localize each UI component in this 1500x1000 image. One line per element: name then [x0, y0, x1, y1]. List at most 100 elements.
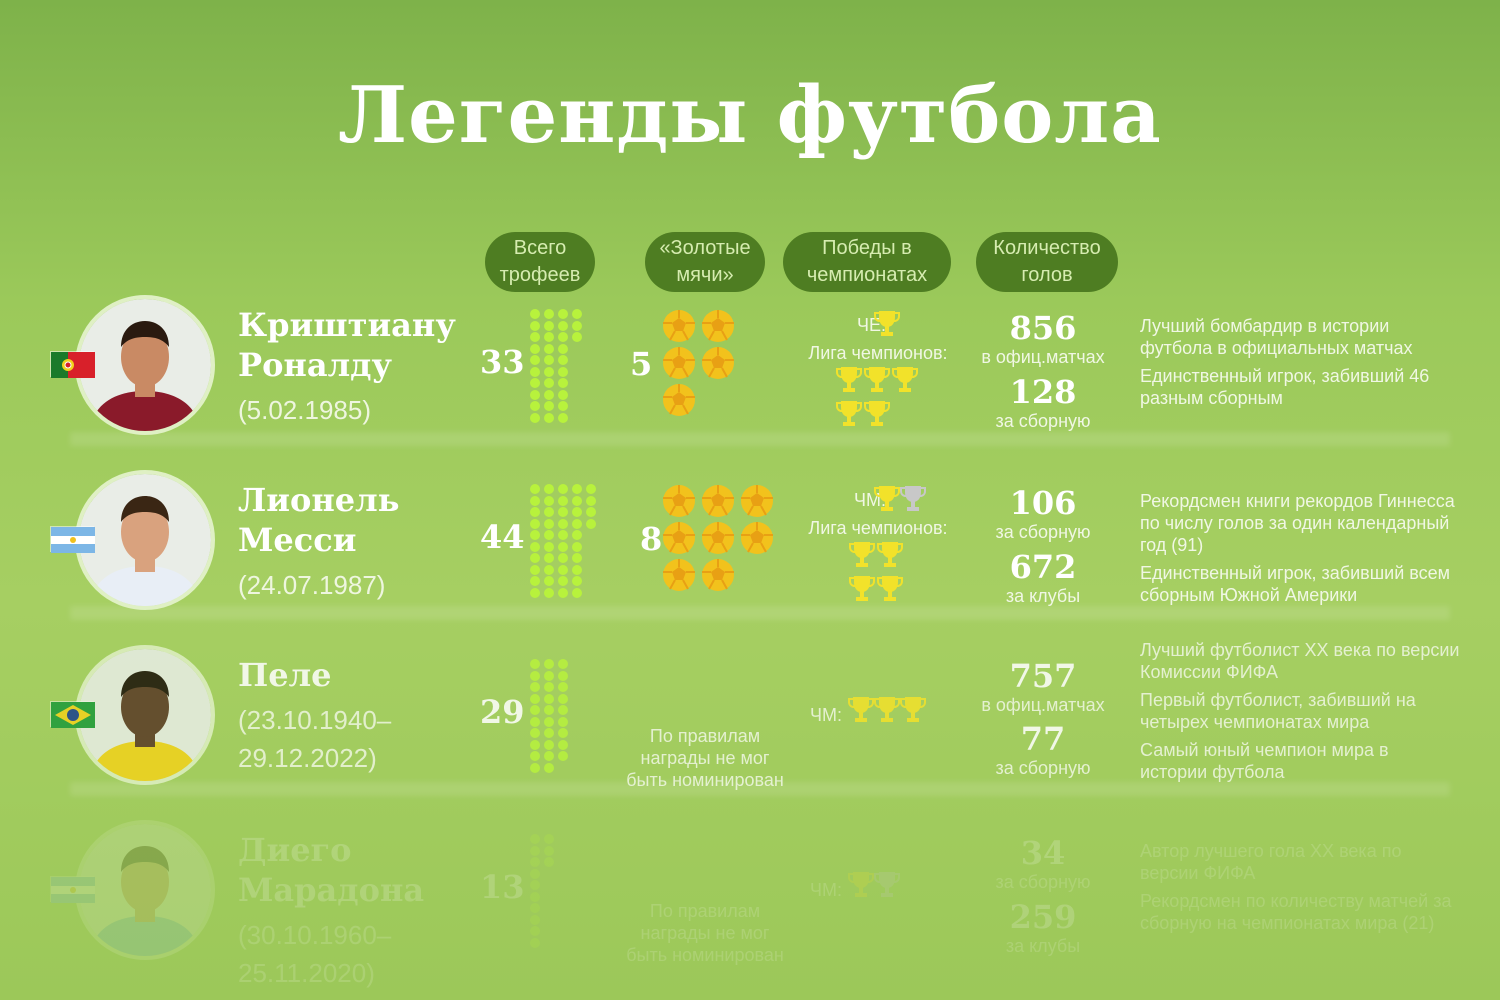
player-name: Диего Марадона — [238, 830, 424, 910]
fact-1: Лучший футболист XX века по версии Комис… — [1140, 640, 1460, 682]
golden-ball-icon — [701, 484, 735, 523]
trophy-dot — [558, 576, 568, 586]
trophy-dot — [544, 751, 554, 761]
trophy-dot — [544, 845, 554, 856]
trophy-dot — [544, 412, 554, 423]
avatar — [75, 295, 215, 435]
golden-ball-icon — [663, 522, 695, 554]
trophy-dot — [558, 366, 568, 377]
trophies-count: 13 — [480, 868, 525, 906]
trophies-count: 44 — [480, 518, 525, 556]
goals-value-2: 672 — [1009, 548, 1077, 586]
golden-ball-icon — [662, 346, 696, 385]
gold-cup-icon — [836, 365, 862, 400]
player-dates-line1: (23.10.1940– — [238, 705, 392, 735]
player-name: Пеле — [238, 655, 332, 695]
gold-cup-icon — [849, 540, 875, 575]
gold-cup-icon — [836, 367, 862, 392]
gold-cup-icon — [836, 399, 862, 434]
trophy-dot — [530, 412, 540, 423]
player-row: Пеле (23.10.1940– 29.12.2022) 29 По правилам… — [0, 640, 1500, 815]
trophy-dot — [544, 693, 554, 704]
golden-ball-icon — [663, 384, 695, 416]
gold-cup-icon — [836, 401, 862, 426]
wins-cups-1 — [874, 484, 926, 519]
trophy-dot — [558, 507, 568, 517]
trophy-dot — [530, 728, 540, 738]
trophy-dot — [558, 389, 568, 400]
trophy-dot — [572, 320, 582, 331]
player-dates-line1: (30.10.1960– — [238, 920, 392, 950]
trophy-dot — [544, 670, 554, 681]
golden-ball-icon — [702, 522, 734, 554]
trophy-dot — [558, 682, 568, 692]
gold-cup-icon — [874, 697, 900, 722]
player-dates-line1: (24.07.1987) — [238, 570, 386, 600]
trophy-dot — [558, 378, 568, 388]
avatar — [75, 820, 215, 960]
trophy-dots — [530, 484, 600, 604]
trophy-dot — [558, 659, 568, 669]
trophy-dot — [530, 332, 540, 342]
golden-ball-icon — [741, 522, 773, 554]
golden-ball-icon — [702, 310, 734, 342]
trophy-dot — [530, 320, 540, 331]
trophy-dot — [558, 518, 568, 529]
flag-argentina — [50, 526, 95, 553]
goals-label-2: за сборную — [995, 758, 1091, 778]
trophy-dot — [558, 705, 568, 715]
trophy-dot — [572, 587, 582, 598]
trophy-dot — [530, 564, 540, 575]
trophy-dot — [558, 495, 568, 506]
goals-value-2: 128 — [1009, 373, 1077, 411]
player-dates-line2: 25.11.2020) — [238, 958, 375, 988]
player-dates: (23.10.1940– 29.12.2022) — [238, 701, 391, 777]
player-dates: (30.10.1960– 25.11.2020) — [238, 916, 391, 992]
page-title: Легенды футбола — [338, 70, 1162, 161]
ballon-note: По правилам награды не мог быть номиниро… — [626, 901, 784, 965]
gold-cup-icon — [864, 365, 890, 400]
ballon-count: 8 — [640, 520, 663, 558]
player-name-line1: Диего — [238, 831, 352, 869]
trophy-dot — [530, 751, 540, 761]
trophy-dots — [530, 309, 600, 429]
flag-argentina — [50, 876, 95, 903]
player-row: Лионель Месси (24.07.1987) 44 8 ЧМ: Лига чемпи… — [0, 470, 1500, 640]
trophy-dot — [586, 484, 596, 494]
trophy-dot — [544, 728, 554, 738]
trophy-dot — [530, 355, 540, 365]
goals-label-2: за клубы — [1005, 586, 1081, 606]
flag-portugal — [50, 351, 95, 378]
player-row: Криштиану Роналду (5.02.1985) 33 5 ЧЕ: Лига че… — [0, 295, 1500, 465]
gold-cup-icon — [849, 576, 875, 601]
trophy-dot — [530, 682, 540, 692]
trophy-dot — [544, 530, 554, 540]
trophy-dot — [530, 739, 540, 750]
trophy-dot — [530, 914, 540, 925]
golden-ball-icon — [662, 309, 696, 348]
trophy-dot — [572, 495, 582, 506]
golden-ball-icon — [662, 521, 696, 560]
golden-ball-icon — [702, 347, 734, 379]
trophy-dot — [558, 693, 568, 704]
golden-ball-icon — [701, 521, 735, 560]
trophy-dot — [530, 366, 540, 377]
golden-ball-icon — [663, 310, 695, 342]
trophy-dot — [544, 401, 554, 411]
trophy-dot — [530, 762, 540, 773]
trophy-dot — [544, 834, 554, 844]
player-name: Лионель Месси — [238, 480, 399, 560]
trophy-dot — [586, 507, 596, 517]
trophy-dot — [544, 343, 554, 354]
trophy-dot — [558, 670, 568, 681]
gold-cup-icon — [849, 542, 875, 567]
trophy-dot — [530, 495, 540, 506]
trophy-dot — [558, 484, 568, 494]
trophy-dot — [558, 553, 568, 563]
trophy-dot — [530, 530, 540, 540]
trophy-dot — [530, 845, 540, 856]
gold-cup-icon — [864, 401, 890, 426]
goals-value-2: 77 — [1020, 720, 1066, 758]
trophy-dot — [530, 378, 540, 388]
golden-ball-icon — [702, 559, 734, 591]
